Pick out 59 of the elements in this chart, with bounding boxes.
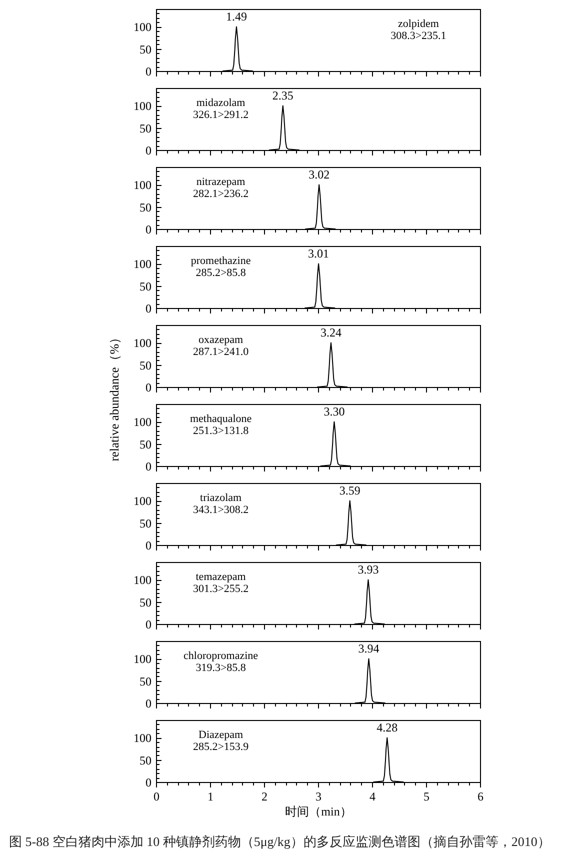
text: Diazepam 285.2>153.9 — [192, 729, 250, 753]
text: triazolam 343.1>308.2 — [192, 492, 249, 516]
y-tick-label: 100 — [134, 731, 152, 746]
y-tick-label: 100 — [134, 415, 152, 430]
y-tick-label: 50 — [140, 595, 152, 610]
annotation: 4.28 — [376, 720, 398, 735]
y-tick-label: 0 — [146, 618, 152, 632]
y-tick-label: 50 — [140, 358, 152, 372]
text: promethazine 285.2>85.8 — [190, 255, 251, 279]
y-tick-label: 0 — [146, 222, 152, 236]
y-tick-label: 0 — [146, 144, 152, 158]
text: midazolam 326.1>291.2 — [192, 97, 249, 121]
y-tick-label: 100 — [134, 573, 152, 588]
y-tick-label: 50 — [140, 279, 152, 294]
y-tick-label: 0 — [146, 696, 152, 710]
y-tick-label: 100 — [134, 99, 152, 114]
y-tick-label: 50 — [140, 121, 152, 136]
text: chloropromazine 319.3>85.8 — [184, 650, 258, 674]
y-tick-label: 100 — [134, 20, 152, 34]
y-tick-label: 50 — [140, 42, 152, 56]
x-tick-label: 1 — [208, 790, 214, 804]
text: methaqualone 251.3>131.8 — [190, 413, 252, 437]
x-tick-label: 4 — [370, 790, 376, 804]
annotation: 3.93 — [358, 562, 379, 577]
y-tick-label: 100 — [134, 257, 152, 272]
annotation: 3.02 — [308, 168, 330, 182]
annotation: 2.35 — [272, 88, 294, 103]
text: oxazepam 287.1>241.0 — [192, 334, 250, 358]
x-tick-label: 2 — [262, 790, 268, 804]
y-tick-label: 0 — [146, 460, 152, 474]
text: nitrazepam 282.1>236.2 — [192, 176, 249, 200]
annotation: 3.30 — [324, 404, 345, 419]
y-tick-label: 0 — [146, 538, 152, 552]
y-tick-label: 0 — [146, 302, 152, 316]
annotation: 3.24 — [320, 326, 342, 340]
x-tick-label: 3 — [316, 790, 322, 804]
y-tick-label: 50 — [140, 200, 152, 214]
text: zolpidem 308.3>235.1 — [390, 18, 446, 42]
y-tick-label: 100 — [134, 336, 152, 350]
y-tick-label: 0 — [146, 776, 152, 790]
y-tick-label: 50 — [140, 674, 152, 688]
y-tick-label: 0 — [146, 380, 152, 394]
y-tick-label: 0 — [146, 64, 152, 78]
y-tick-label: 100 — [134, 494, 152, 508]
caption: 图 5-88 空白猪肉中添加 10 种镇静剂药物（5μg/kg）的多反应监测色谱图（摘自孙雷等，2010） — [9, 834, 550, 849]
annotation: 3.01 — [308, 246, 330, 261]
y-tick-label: 50 — [140, 516, 152, 530]
annotation: 1.49 — [226, 10, 247, 24]
annotation: 3.94 — [358, 642, 380, 656]
annotation: 3.59 — [339, 484, 360, 498]
text: temazepam 301.3>255.2 — [192, 571, 249, 595]
y-axis-title: relative abundance（%） — [108, 330, 122, 462]
y-tick-label: 50 — [140, 437, 152, 452]
x-tick-label: 6 — [478, 790, 484, 804]
y-tick-label: 100 — [134, 178, 152, 192]
x-tick-label: 5 — [424, 790, 430, 804]
y-tick-label: 50 — [140, 753, 152, 768]
x-axis-title: 时间（min） — [285, 804, 352, 818]
y-tick-label: 100 — [134, 652, 152, 666]
